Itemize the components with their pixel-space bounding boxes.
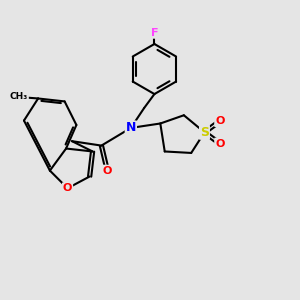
- Text: S: S: [200, 126, 209, 139]
- Text: CH₃: CH₃: [10, 92, 28, 101]
- Text: O: O: [215, 116, 224, 126]
- Text: N: N: [126, 122, 136, 134]
- Text: O: O: [63, 183, 72, 193]
- Text: F: F: [151, 28, 158, 38]
- Text: O: O: [215, 139, 224, 148]
- Text: O: O: [103, 166, 112, 176]
